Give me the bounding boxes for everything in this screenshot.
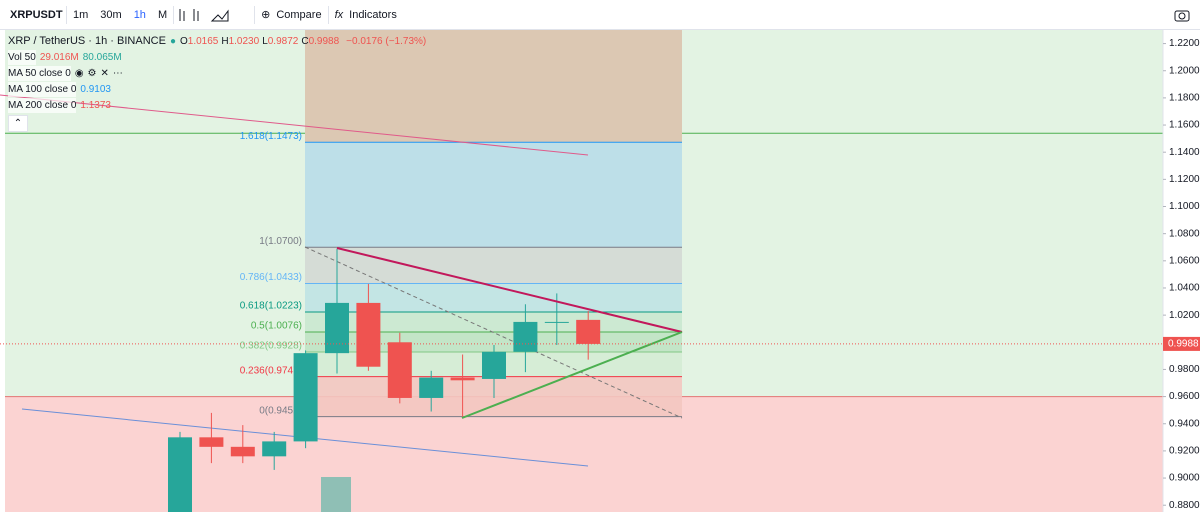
trendline-lower bbox=[461, 331, 683, 419]
legend-header: XRP / TetherUS · 1h · BINANCE ● O1.0165 H… bbox=[8, 34, 426, 49]
volume-bar bbox=[321, 477, 351, 512]
y-tick-label: 1.1600 bbox=[1169, 120, 1200, 131]
candle-body bbox=[293, 353, 318, 442]
candle-body bbox=[419, 377, 444, 398]
y-tick-label: 1.0800 bbox=[1169, 228, 1200, 239]
symbol-title: XRP / TetherUS · 1h · BINANCE bbox=[8, 35, 166, 47]
y-tick-label: 1.2000 bbox=[1169, 65, 1200, 76]
candle-body bbox=[387, 342, 412, 398]
fib-extension-zone bbox=[305, 30, 682, 143]
price-axis bbox=[1163, 30, 1200, 512]
fib-level-label: 1(1.0700) bbox=[259, 236, 302, 247]
study-value: 1.1373 bbox=[80, 100, 111, 111]
trendline-upper bbox=[336, 247, 683, 333]
ohlc-key: O bbox=[179, 36, 188, 47]
study-name: Vol 50 bbox=[8, 50, 36, 65]
interval[interactable]: 30m bbox=[100, 8, 122, 21]
fib-level-label: 0.5(1.0076) bbox=[251, 321, 302, 332]
ma-200 bbox=[0, 94, 589, 156]
candle-body bbox=[544, 321, 569, 323]
candle-body bbox=[513, 321, 538, 352]
fib-band bbox=[305, 247, 682, 284]
study-value: 0.9103 bbox=[80, 84, 111, 95]
study-row: MA 50 close 0 ◉⚙✕⋯ bbox=[8, 66, 426, 81]
candle-body bbox=[482, 351, 506, 379]
candle-body bbox=[450, 377, 475, 381]
ohlc-value: 0.9988 bbox=[308, 36, 340, 47]
y-tick-label: 1.0200 bbox=[1169, 310, 1200, 321]
ohlc-key: H bbox=[221, 36, 229, 47]
interval[interactable]: 1m bbox=[73, 8, 89, 21]
fib-trend bbox=[304, 246, 683, 419]
separator bbox=[254, 5, 256, 24]
ohlc-value: 1.0230 bbox=[228, 36, 260, 47]
separator bbox=[173, 5, 175, 24]
study-name: MA 200 close 0 bbox=[8, 98, 77, 113]
candle-body bbox=[356, 302, 381, 367]
change: −0.0176 (−1.73%) bbox=[346, 36, 427, 47]
y-tick-label: 1.2200 bbox=[1169, 38, 1200, 49]
ohlc-key: C bbox=[301, 36, 309, 47]
candle-body bbox=[230, 446, 255, 457]
y-tick-label: 0.9000 bbox=[1169, 473, 1200, 484]
fib-level-label: 1.618(1.1473) bbox=[240, 131, 302, 142]
collapse-button[interactable]: ⌃ bbox=[8, 115, 28, 132]
separator bbox=[327, 5, 329, 24]
candle-body bbox=[168, 437, 192, 512]
study-row: MA 100 close 0 0.9103 bbox=[8, 82, 426, 97]
y-tick-label: 1.1000 bbox=[1169, 201, 1200, 212]
y-tick-label: 1.1800 bbox=[1169, 93, 1200, 104]
fib-level-label: 0(0.9452) bbox=[259, 405, 302, 416]
study-controls: ◉⚙✕⋯ bbox=[74, 68, 127, 79]
candle-body bbox=[325, 302, 349, 354]
y-tick-label: 1.1200 bbox=[1169, 174, 1200, 185]
fib-level-label: 0.618(1.0223) bbox=[240, 301, 302, 312]
study-row: Vol 50 29.016M 80.065M bbox=[8, 50, 426, 65]
y-tick-label: 0.9400 bbox=[1169, 418, 1200, 429]
last-price-badge bbox=[1163, 336, 1200, 351]
toolbar: XRPUSDT 1m 30m 1h M ⊕ Compare fx Indicator… bbox=[0, 0, 1200, 30]
interval[interactable]: M bbox=[157, 8, 168, 21]
candle-body bbox=[262, 441, 287, 457]
last-price-label: 0.9988 bbox=[1168, 339, 1199, 350]
symbol[interactable]: XRPUSDT bbox=[10, 8, 63, 21]
dot: ● bbox=[169, 36, 176, 47]
y-tick-label: 0.9600 bbox=[1169, 391, 1200, 402]
ohlc: O1.0165 H1.0230 L0.9872 C0.9988 bbox=[180, 34, 342, 49]
fib-level-label: 0.236(0.9747) bbox=[240, 365, 302, 376]
chart-style-icons[interactable] bbox=[174, 5, 254, 25]
y-tick-label: 0.9200 bbox=[1169, 446, 1200, 457]
fib-level-label: 0.382(0.9928) bbox=[240, 341, 302, 352]
y-tick-label: 1.0600 bbox=[1169, 255, 1200, 266]
legend: XRP / TetherUS · 1h · BINANCE ● O1.0165 H… bbox=[8, 34, 426, 132]
y-tick-label: 0.8800 bbox=[1169, 500, 1200, 511]
separator bbox=[66, 5, 67, 24]
chart: 1.618(1.1473) 1(1.0700) 0.786(1.0433) 0.618… bbox=[0, 30, 1200, 512]
studies: Vol 50 29.016M 80.065M MA 50 close 0 ◉⚙✕⋯ MA … bbox=[8, 50, 426, 113]
ohlc-key: L bbox=[262, 36, 268, 47]
indicators-icon[interactable]: fx bbox=[334, 8, 344, 21]
compare-icon[interactable]: ⊕ bbox=[261, 9, 271, 21]
study-row: MA 200 close 0 1.1373 bbox=[8, 98, 426, 113]
interval[interactable]: 1h bbox=[133, 8, 146, 21]
candle-body bbox=[576, 319, 601, 344]
study-value: 80.065M bbox=[82, 52, 122, 63]
y-tick-label: 1.1400 bbox=[1169, 147, 1200, 158]
fib-band bbox=[305, 142, 682, 248]
fib-level-label: 0.786(1.0433) bbox=[240, 272, 302, 283]
ohlc-value: 0.9872 bbox=[267, 36, 299, 47]
indicators-button[interactable]: Indicators bbox=[349, 8, 397, 21]
compare-button[interactable]: Compare bbox=[276, 8, 322, 21]
study-name: MA 100 close 0 bbox=[8, 82, 77, 97]
study-name: MA 50 close 0 bbox=[8, 66, 71, 81]
ohlc-value: 1.0165 bbox=[187, 36, 219, 47]
candle-body bbox=[199, 437, 224, 447]
screenshot-icon[interactable] bbox=[1174, 8, 1190, 22]
y-tick-label: 0.9800 bbox=[1169, 364, 1200, 375]
study-value: 29.016M bbox=[39, 52, 79, 63]
y-tick-label: 1.0400 bbox=[1169, 283, 1200, 294]
